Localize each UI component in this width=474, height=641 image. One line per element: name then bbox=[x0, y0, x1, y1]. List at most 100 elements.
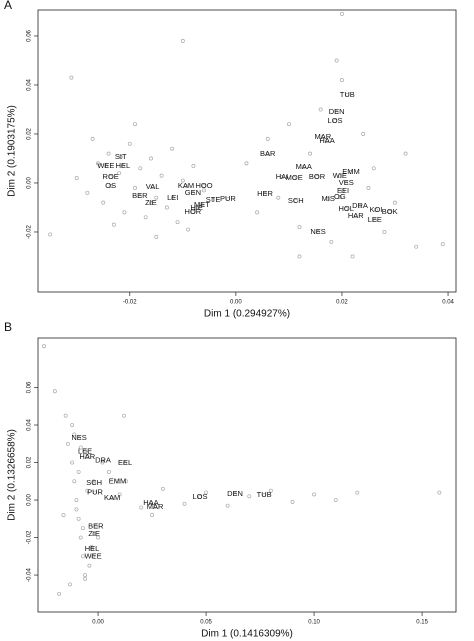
point bbox=[149, 156, 153, 161]
point bbox=[164, 205, 169, 210]
point bbox=[308, 151, 313, 156]
point-label: HOR bbox=[185, 207, 202, 216]
point bbox=[85, 488, 90, 493]
labeled-point bbox=[194, 206, 199, 210]
point bbox=[133, 185, 138, 190]
labeled-point bbox=[345, 92, 350, 97]
point bbox=[106, 469, 111, 474]
point-label: HOO bbox=[195, 181, 212, 190]
y-tick-label: 0.00 bbox=[27, 494, 33, 506]
point-label: PUR bbox=[220, 194, 236, 203]
point bbox=[80, 526, 85, 531]
point bbox=[393, 200, 397, 205]
point-label: EEL bbox=[118, 458, 132, 467]
point-label: HAA bbox=[143, 498, 158, 507]
point-label: VES bbox=[339, 178, 354, 187]
point-label: NES bbox=[310, 227, 325, 236]
point bbox=[329, 239, 334, 244]
point-label: WIE bbox=[333, 171, 347, 180]
point-label: BER bbox=[88, 521, 104, 530]
labeled-point bbox=[320, 134, 325, 139]
labeled-point bbox=[120, 164, 125, 169]
point bbox=[124, 479, 129, 484]
labeled-point bbox=[93, 490, 97, 495]
point-label: HAR bbox=[79, 452, 95, 461]
point bbox=[139, 505, 144, 510]
point bbox=[186, 227, 191, 232]
point bbox=[334, 58, 339, 63]
labeled-point bbox=[92, 481, 97, 486]
point bbox=[437, 490, 442, 495]
point-label: LOS bbox=[328, 116, 343, 125]
point bbox=[72, 479, 77, 484]
point bbox=[268, 488, 273, 493]
labeled-point bbox=[358, 204, 362, 208]
x-tick-label: 0.15 bbox=[416, 620, 428, 626]
point-label: MAR bbox=[147, 502, 164, 511]
point bbox=[100, 460, 105, 465]
point-label: KOI bbox=[369, 205, 382, 214]
point bbox=[80, 554, 85, 559]
labeled-point bbox=[344, 206, 349, 211]
point-label: WEE bbox=[85, 551, 102, 560]
y-tick-label: -0.02 bbox=[27, 530, 33, 544]
point bbox=[87, 563, 92, 568]
labeled-point bbox=[108, 175, 113, 180]
point-label: MAR bbox=[315, 132, 332, 141]
point-label: EMM bbox=[342, 167, 360, 176]
point-label: OS bbox=[105, 181, 116, 190]
labeled-point bbox=[265, 152, 270, 157]
point-label: ZIE bbox=[145, 198, 157, 207]
labeled-point bbox=[341, 189, 345, 194]
labeled-point bbox=[118, 155, 123, 159]
labeled-point bbox=[184, 183, 188, 188]
point-label: MOE bbox=[286, 173, 303, 182]
y-tick-label: 0.06 bbox=[27, 381, 33, 393]
point bbox=[170, 146, 175, 151]
point-label: KAM bbox=[178, 181, 194, 190]
labeled-point bbox=[387, 209, 392, 214]
labeled-point bbox=[233, 492, 237, 496]
labeled-point bbox=[334, 109, 339, 114]
point-label: STE bbox=[206, 195, 221, 204]
point-label: GEN bbox=[185, 188, 201, 197]
point bbox=[95, 161, 100, 166]
point bbox=[403, 151, 408, 156]
labeled-point bbox=[325, 139, 330, 144]
point bbox=[76, 516, 81, 521]
point-label: BAR bbox=[260, 149, 276, 158]
y-tick-label: 0.02 bbox=[27, 127, 33, 139]
point-label: TUB bbox=[340, 90, 355, 99]
labeled-point bbox=[90, 546, 94, 551]
point bbox=[286, 122, 291, 127]
labeled-point bbox=[263, 192, 267, 196]
labeled-point bbox=[85, 454, 90, 459]
labeled-point bbox=[115, 479, 120, 484]
point bbox=[122, 413, 126, 418]
labeled-point bbox=[225, 196, 230, 201]
point bbox=[361, 132, 366, 136]
x-tick-label: 0.00 bbox=[92, 620, 104, 626]
x-axis-title: Dim 1 (0.1416309%) bbox=[201, 629, 293, 640]
point bbox=[355, 490, 360, 495]
point bbox=[202, 188, 206, 193]
point-label: BER bbox=[132, 191, 148, 200]
point bbox=[350, 254, 355, 259]
point bbox=[180, 38, 185, 43]
panel-label: B bbox=[4, 320, 12, 334]
point bbox=[122, 210, 127, 215]
point bbox=[204, 490, 209, 495]
point bbox=[42, 344, 46, 349]
y-tick-label: 0.02 bbox=[27, 456, 33, 468]
point-label: HIE bbox=[190, 203, 203, 212]
point bbox=[127, 141, 132, 146]
point-label: LEE bbox=[78, 446, 92, 455]
labeled-point bbox=[101, 458, 105, 463]
point bbox=[440, 242, 445, 247]
labeled-point bbox=[202, 183, 206, 188]
y-axis-title: Dim 2 (0.1326658%) bbox=[7, 429, 18, 521]
point bbox=[333, 498, 338, 502]
point bbox=[290, 499, 295, 504]
point-label: ZIE bbox=[88, 529, 100, 538]
x-tick-label: 0.02 bbox=[336, 300, 348, 306]
